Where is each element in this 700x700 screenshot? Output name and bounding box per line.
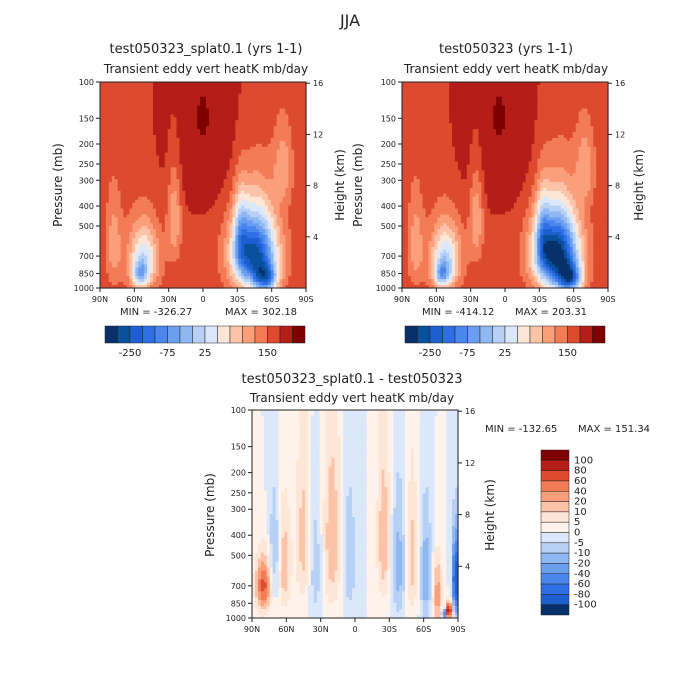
- y2-tick-label: 16: [313, 79, 323, 88]
- y2-axis-label: Height (km): [333, 149, 347, 220]
- y2-tick-label: 4: [313, 233, 318, 242]
- colorbar-swatch: [143, 326, 156, 343]
- x-tick-label: 60N: [126, 295, 142, 304]
- colorbar-swatch: [230, 326, 243, 343]
- colorbar-label: -75: [159, 348, 175, 359]
- x-tick-label: 90S: [298, 295, 313, 304]
- colorbar-swatch: [205, 326, 218, 343]
- y2-tick-label: 8: [313, 182, 318, 191]
- panel-splat: test050323_splat0.1 (yrs 1-1) Transient …: [51, 42, 347, 359]
- colorbar-swatch: [168, 326, 181, 343]
- colorbar-swatch: [193, 326, 206, 343]
- y-tick-label: 100: [79, 78, 94, 87]
- min-label: MIN = -326.27: [120, 307, 192, 318]
- colorbar-swatch: [105, 326, 118, 343]
- heatmap-plot: 90N 60N 30N 0 30S 60S 90S100150200250300400500…: [376, 78, 626, 304]
- y2-tick-label: 12: [313, 130, 323, 139]
- panel-title: test050323_splat0.1 (yrs 1-1): [110, 42, 303, 57]
- colorbar-swatch: [130, 326, 143, 343]
- figure-title: JJA: [339, 11, 360, 30]
- colorbar-swatch: [218, 326, 231, 343]
- panel-control: test050323 (yrs 1-1) Transient eddy vert…: [351, 42, 646, 359]
- panel-subtitle: Transient eddy vert heatK mb/day: [403, 62, 608, 76]
- colorbar-swatch: [255, 326, 268, 343]
- x-tick-label: 90N: [92, 295, 108, 304]
- y-tick-label: 300: [79, 176, 94, 185]
- x-tick-label: 60S: [264, 295, 279, 304]
- y-tick-label: 1000: [74, 284, 94, 293]
- y-tick-label: 700: [79, 252, 94, 261]
- colorbar: -250 -75 25 150: [105, 326, 305, 359]
- panel-subtitle: Transient eddy vert heatK mb/day: [103, 62, 308, 76]
- colorbar-swatch: [268, 326, 281, 343]
- x-tick-label: 0: [200, 295, 205, 304]
- y-axis-label: Pressure (mb): [51, 143, 65, 227]
- y-tick-label: 200: [79, 140, 94, 149]
- colorbar-swatch: [293, 326, 306, 343]
- y-tick-label: 500: [79, 222, 94, 231]
- y-tick-label: 850: [79, 269, 94, 278]
- colorbar-label: 150: [258, 348, 277, 359]
- colorbar-swatch: [280, 326, 293, 343]
- y-tick-label: 400: [79, 202, 94, 211]
- colorbar-swatch: [118, 326, 131, 343]
- colorbar-swatch: [180, 326, 193, 343]
- y-tick-label: 250: [79, 160, 94, 169]
- heatmap-plot: 90N 60N 30N 0 30S 60S 90S 100 150 200 250 300 400 500…: [74, 78, 324, 304]
- y-tick-label: 150: [79, 114, 94, 123]
- max-label: MAX = 302.18: [225, 307, 297, 318]
- x-tick-label: 30S: [230, 295, 245, 304]
- panel-title: test050323 (yrs 1-1): [439, 42, 573, 57]
- colorbar-label: 25: [199, 348, 212, 359]
- colorbar-swatch: [243, 326, 256, 343]
- colorbar-swatch: [155, 326, 168, 343]
- x-tick-label: 30N: [161, 295, 177, 304]
- colorbar-label: -250: [119, 348, 142, 359]
